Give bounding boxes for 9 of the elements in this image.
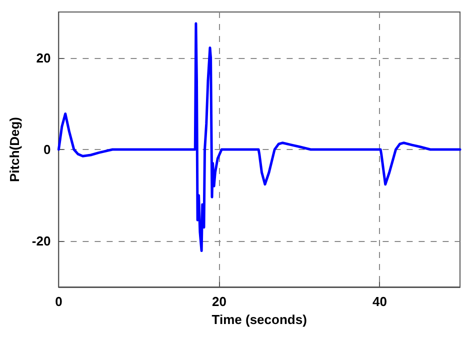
x-tick-label: 40: [372, 294, 387, 309]
x-tick-label: 0: [55, 294, 62, 309]
y-tick-label: -20: [32, 234, 51, 249]
line-series: [57, 22, 462, 252]
x-tick-label: 20: [212, 294, 226, 309]
y-axis-title: Pitch(Deg): [7, 117, 22, 182]
x-axis-title: Time (seconds): [212, 312, 307, 327]
y-tick-label: 20: [36, 50, 51, 66]
y-tick-label: 0: [43, 142, 51, 157]
